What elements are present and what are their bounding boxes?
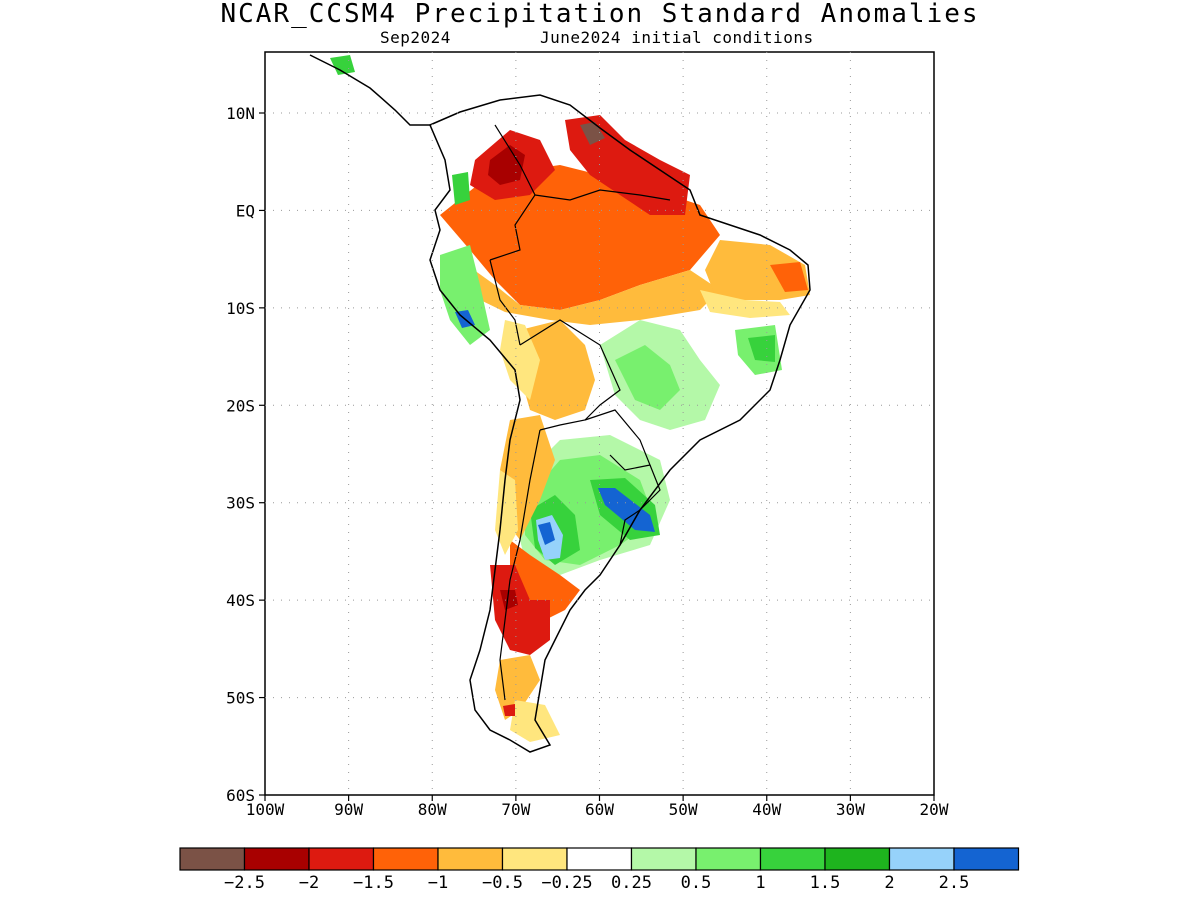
dry-region-venezuela-brown	[580, 122, 605, 145]
wet-region-brazil-green	[615, 345, 680, 410]
colorbar-label: −1	[428, 873, 448, 893]
latitude-tick-label: 10N	[226, 104, 255, 123]
dry-region-bolivia-orange	[520, 320, 595, 420]
colorbar-labels: −2.5 −2 −1.5 −1 −0.5 −0.25 0.25 0.5 1 1.5 2 2.5	[224, 873, 969, 893]
colorbar-label: 0.5	[681, 873, 712, 893]
border-argentina-chile	[499, 429, 541, 701]
colorbar-label: −0.25	[541, 873, 592, 893]
border-argentina-uruguay	[619, 509, 641, 546]
longitude-tick-label: 40W	[752, 800, 781, 819]
colorbar-swatch	[308, 847, 375, 871]
colorbar-label: 2.5	[939, 873, 970, 893]
colorbar-label: −2.5	[224, 873, 265, 893]
colorbar-swatch	[501, 847, 568, 871]
south-america-coastline	[429, 94, 811, 753]
latitude-tick-label: 10S	[226, 299, 255, 318]
latitude-tick-label: 40S	[226, 591, 255, 610]
dry-region-andes-yellow	[495, 470, 518, 555]
latitude-labels: 10N EQ 10S 20S 30S 40S 50S 60S	[226, 104, 255, 805]
longitude-tick-label: 70W	[501, 800, 530, 819]
map-title: NCAR_CCSM4 Precipitation Standard Anomal…	[220, 0, 980, 29]
colorbar-swatch	[953, 847, 1020, 871]
colorbar-label: −2	[299, 873, 319, 893]
anomaly-shading	[330, 55, 810, 742]
longitude-tick-label: 50W	[669, 800, 698, 819]
longitude-tick-label: 60W	[585, 800, 614, 819]
colorbar-label: 1	[755, 873, 765, 893]
longitude-tick-label: 80W	[418, 800, 447, 819]
dry-region-patagonia-darkred	[500, 590, 518, 610]
border-colombia-venezuela	[489, 124, 536, 261]
longitude-tick-label: 20W	[920, 800, 949, 819]
dry-region-tierra-orange	[495, 655, 540, 720]
gridlines	[259, 52, 935, 801]
colorbar-label: 1.5	[810, 873, 841, 893]
colorbar-swatch	[179, 847, 246, 871]
border-venezuela-brazil	[534, 189, 671, 201]
colorbar-swatch	[695, 847, 762, 871]
wet-region-uruguay-blue	[598, 488, 655, 532]
colorbar-swatch	[888, 847, 955, 871]
wet-region-peru	[440, 245, 490, 345]
colorbar-swatch	[566, 847, 633, 871]
latitude-tick-label: 50S	[226, 689, 255, 708]
colorbar-label: 0.25	[611, 873, 652, 893]
dry-region-southern-red	[503, 704, 515, 716]
subtitle-initial-conditions: June2024 initial conditions	[540, 28, 814, 47]
wet-region-ecuador	[452, 172, 470, 205]
wet-region-east-brazil-dark	[748, 335, 775, 362]
colorbar-swatch	[243, 847, 310, 871]
longitude-labels: 100W 90W 80W 70W 60W 50W 40W 30W 20W	[246, 800, 949, 819]
border-bolivia	[519, 319, 621, 431]
coastlines	[309, 54, 811, 753]
dry-region-northeast-yellow	[700, 290, 790, 318]
dry-region-northeast-red	[770, 262, 808, 292]
country-borders	[489, 124, 671, 701]
colorbar	[179, 847, 1020, 871]
colorbar-label: −0.5	[482, 873, 523, 893]
colorbar-label: −1.5	[353, 873, 394, 893]
border-peru-brazil	[489, 259, 521, 346]
colorbar-swatch	[630, 847, 697, 871]
colorbar-label: 2	[884, 873, 894, 893]
colorbar-swatch	[759, 847, 826, 871]
border-paraguay	[584, 409, 651, 471]
central-america-coastline	[309, 54, 430, 126]
longitude-tick-label: 30W	[836, 800, 865, 819]
longitude-tick-label: 100W	[246, 800, 285, 819]
dry-region-patagonia-red	[490, 565, 550, 655]
latitude-tick-label: 30S	[226, 494, 255, 513]
colorbar-swatch	[372, 847, 439, 871]
wet-region-southcone-blue	[538, 522, 555, 545]
latitude-tick-label: 20S	[226, 396, 255, 415]
latitude-tick-label: 60S	[226, 786, 255, 805]
colorbar-swatch	[824, 847, 891, 871]
colorbar-swatch	[437, 847, 504, 871]
dry-region-amazon-light-orange	[460, 260, 720, 325]
latitude-tick-label: EQ	[236, 201, 255, 220]
subtitle-month: Sep2024	[380, 28, 451, 47]
border-argentina-brazil	[619, 464, 661, 546]
dry-region-bolivia-yellow	[500, 320, 540, 400]
dry-region-colombia-darkred	[488, 145, 525, 185]
longitude-tick-label: 90W	[334, 800, 363, 819]
